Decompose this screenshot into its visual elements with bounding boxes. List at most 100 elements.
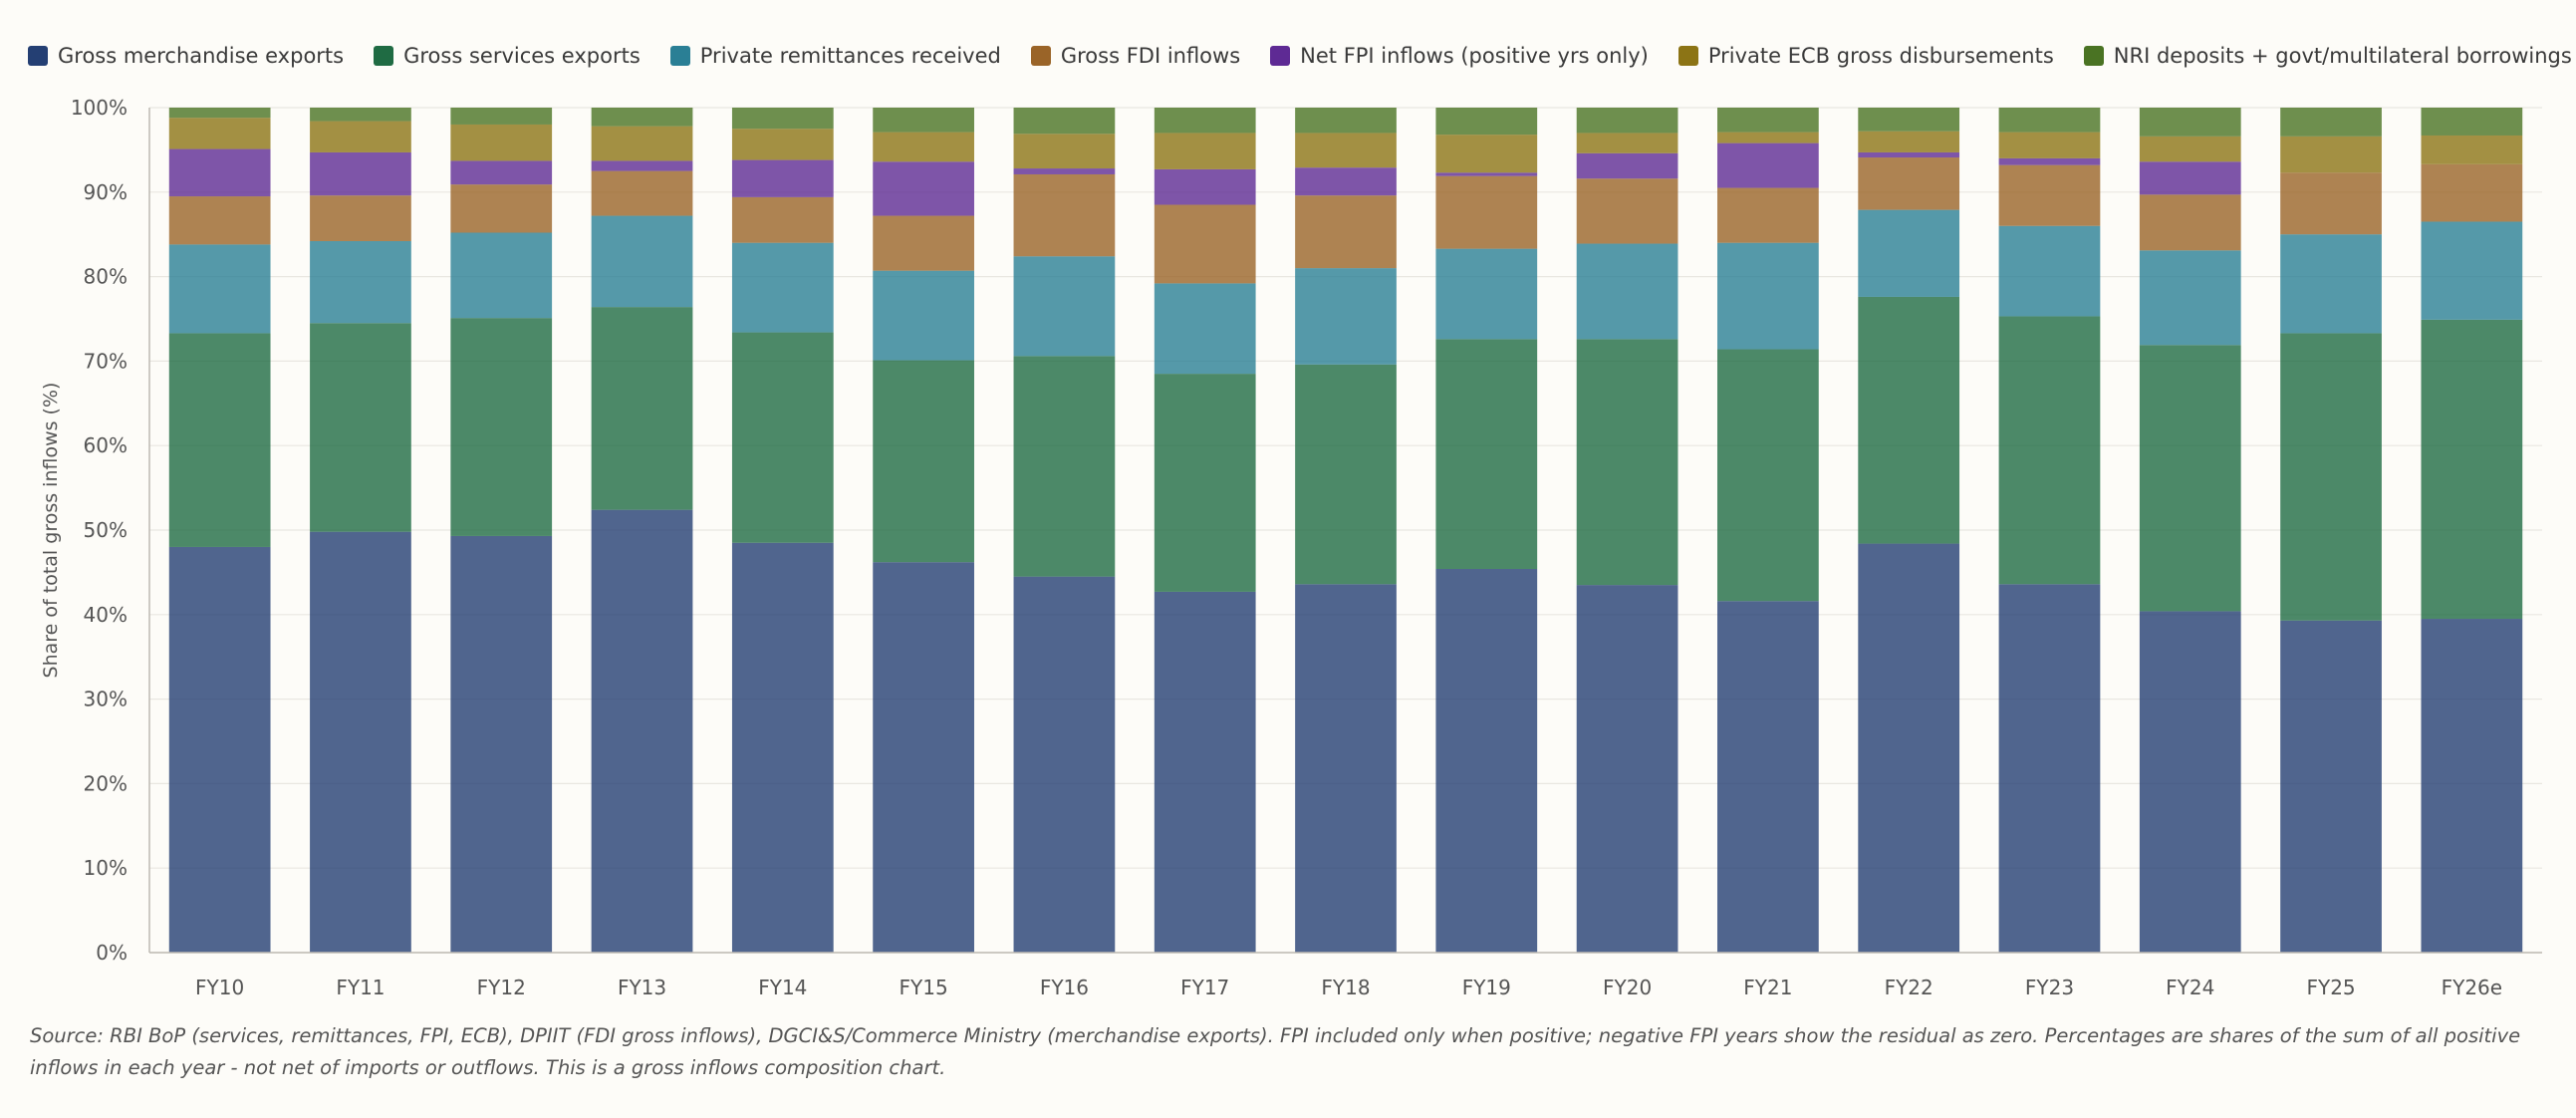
bar-segment[interactable] xyxy=(2139,136,2241,162)
bar-segment[interactable] xyxy=(731,542,834,953)
bar-segment[interactable] xyxy=(1154,133,1256,169)
bar-segment[interactable] xyxy=(310,195,411,241)
bar-segment[interactable] xyxy=(1858,151,1960,158)
bar-segment[interactable] xyxy=(731,159,834,197)
bar-segment[interactable] xyxy=(450,184,553,233)
bar-segment[interactable] xyxy=(1717,132,1819,143)
bar-segment[interactable] xyxy=(1435,569,1538,953)
bar-segment[interactable] xyxy=(1295,584,1397,953)
legend-item[interactable]: Private remittances received xyxy=(669,44,1001,68)
bar-segment[interactable] xyxy=(1858,157,1960,210)
bar-segment[interactable] xyxy=(1576,178,1678,244)
legend-item[interactable]: Gross merchandise exports xyxy=(28,44,344,68)
bar-segment[interactable] xyxy=(2139,161,2241,195)
bar-segment[interactable] xyxy=(1295,133,1397,168)
bar-segment[interactable] xyxy=(1295,268,1397,365)
bar-segment[interactable] xyxy=(2280,333,2382,621)
bar-segment[interactable] xyxy=(873,360,974,563)
bar-segment[interactable] xyxy=(310,108,411,122)
legend-item[interactable]: Net FPI inflows (positive yrs only) xyxy=(1270,44,1649,68)
legend-item[interactable]: Gross services exports xyxy=(374,44,641,68)
bar-segment[interactable] xyxy=(591,108,693,127)
bar-segment[interactable] xyxy=(1154,374,1256,592)
bar-segment[interactable] xyxy=(731,332,834,543)
bar-segment[interactable] xyxy=(591,170,693,216)
bar-segment[interactable] xyxy=(2280,108,2382,137)
bar-segment[interactable] xyxy=(2421,135,2523,164)
bar-segment[interactable] xyxy=(1858,296,1960,544)
bar-segment[interactable] xyxy=(1435,172,1538,176)
bar-segment[interactable] xyxy=(1154,283,1256,375)
bar-segment[interactable] xyxy=(2280,172,2382,235)
bar-segment[interactable] xyxy=(1576,108,1678,134)
bar-segment[interactable] xyxy=(450,124,553,161)
bar-segment[interactable] xyxy=(1998,584,2101,953)
bar-segment[interactable] xyxy=(2421,619,2523,953)
bar-segment[interactable] xyxy=(2139,250,2241,346)
bar-segment[interactable] xyxy=(1013,173,1116,257)
bar-segment[interactable] xyxy=(1154,168,1256,205)
bar-segment[interactable] xyxy=(1435,108,1538,136)
bar-segment[interactable] xyxy=(873,132,974,162)
bar-segment[interactable] xyxy=(1576,585,1678,953)
bar-segment[interactable] xyxy=(1013,134,1116,169)
bar-segment[interactable] xyxy=(450,108,553,125)
bar-segment[interactable] xyxy=(1858,209,1960,297)
bar-segment[interactable] xyxy=(1013,356,1116,577)
bar-segment[interactable] xyxy=(1998,108,2101,133)
bar-segment[interactable] xyxy=(1717,108,1819,133)
bar-segment[interactable] xyxy=(873,562,974,953)
bar-segment[interactable] xyxy=(1717,601,1819,953)
bar-segment[interactable] xyxy=(1295,108,1397,134)
bar-segment[interactable] xyxy=(2280,620,2382,953)
bar-segment[interactable] xyxy=(1576,152,1678,179)
bar-segment[interactable] xyxy=(731,242,834,333)
bar-segment[interactable] xyxy=(450,232,553,319)
bar-segment[interactable] xyxy=(1858,131,1960,152)
bar-segment[interactable] xyxy=(591,160,693,171)
bar-segment[interactable] xyxy=(873,215,974,271)
bar-segment[interactable] xyxy=(310,531,411,953)
bar-segment[interactable] xyxy=(2139,194,2241,251)
bar-segment[interactable] xyxy=(168,196,271,245)
bar-segment[interactable] xyxy=(168,118,271,149)
bar-segment[interactable] xyxy=(1717,242,1819,350)
bar-segment[interactable] xyxy=(2139,345,2241,612)
bar-segment[interactable] xyxy=(310,121,411,152)
bar-segment[interactable] xyxy=(731,129,834,160)
bar-segment[interactable] xyxy=(731,196,834,243)
legend-item[interactable]: Private ECB gross disbursements xyxy=(1677,44,2054,68)
bar-segment[interactable] xyxy=(1435,175,1538,249)
bar-segment[interactable] xyxy=(1998,164,2101,226)
bar-segment[interactable] xyxy=(168,546,271,953)
bar-segment[interactable] xyxy=(1998,157,2101,165)
bar-segment[interactable] xyxy=(2421,163,2523,222)
bar-segment[interactable] xyxy=(2421,221,2523,320)
bar-segment[interactable] xyxy=(1154,204,1256,284)
bar-segment[interactable] xyxy=(168,244,271,334)
bar-segment[interactable] xyxy=(1435,339,1538,570)
bar-segment[interactable] xyxy=(2280,234,2382,334)
legend-item[interactable]: Gross FDI inflows xyxy=(1030,44,1240,68)
bar-segment[interactable] xyxy=(2280,136,2382,173)
bar-segment[interactable] xyxy=(1576,243,1678,340)
bar-segment[interactable] xyxy=(1576,133,1678,153)
bar-segment[interactable] xyxy=(1013,576,1116,953)
bar-segment[interactable] xyxy=(1013,168,1116,174)
bar-segment[interactable] xyxy=(450,535,553,953)
bar-segment[interactable] xyxy=(2421,319,2523,620)
bar-segment[interactable] xyxy=(1576,339,1678,586)
bar-segment[interactable] xyxy=(2139,108,2241,137)
bar-segment[interactable] xyxy=(591,126,693,161)
bar-segment[interactable] xyxy=(591,215,693,308)
bar-segment[interactable] xyxy=(2139,611,2241,953)
bar-segment[interactable] xyxy=(1858,543,1960,953)
bar-segment[interactable] xyxy=(168,333,271,547)
bar-segment[interactable] xyxy=(591,307,693,510)
bar-segment[interactable] xyxy=(1435,135,1538,173)
bar-segment[interactable] xyxy=(731,108,834,130)
bar-segment[interactable] xyxy=(1013,256,1116,357)
bar-segment[interactable] xyxy=(873,108,974,133)
bar-segment[interactable] xyxy=(168,108,271,119)
bar-segment[interactable] xyxy=(1154,108,1256,134)
